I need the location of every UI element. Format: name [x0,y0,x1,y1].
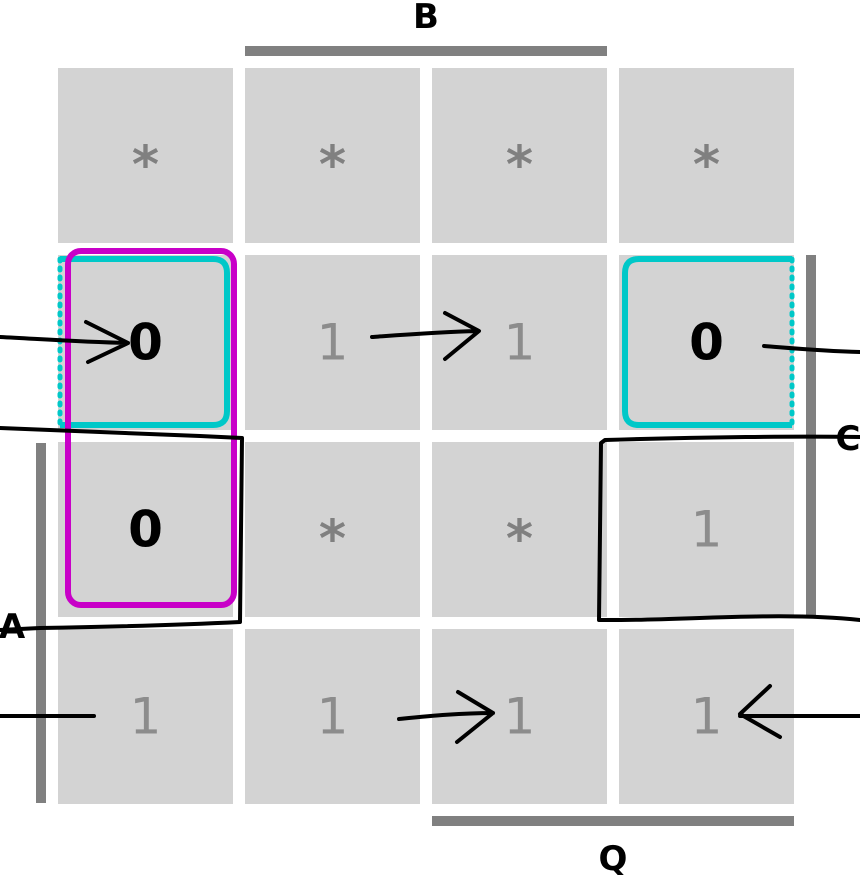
ink-line-row2-right [762,344,860,354]
cell-value: 0 [689,314,724,372]
cell-r4-c2: 1 [245,629,420,804]
cell-value: * [693,136,720,196]
variable-bar-b [245,46,607,56]
cell-background [432,68,607,243]
cell-r3-c4: 1 [619,442,794,617]
cell-value: * [319,510,346,570]
cell-value: 0 [128,314,163,372]
cell-r1-c4: * [619,68,794,243]
cell-r1-c1: * [58,68,233,243]
ink-arrow-row2-left [0,320,130,364]
label-q: Q [599,839,628,879]
cell-value: 1 [691,501,723,559]
group-magenta [65,248,237,608]
cell-value: 1 [317,314,349,372]
cell-value: 0 [128,501,163,559]
cell-r2-c2: 1 [245,255,420,430]
ink-arrow-row4-middle [397,690,495,744]
cell-value: * [506,136,533,196]
cell-r1-c2: * [245,68,420,243]
cell-r4-c4: 1 [619,629,794,804]
cell-background [619,255,794,430]
cell-r2-c4: 0 [619,255,794,430]
cell-value: * [132,136,159,196]
group-cyan-left-part [60,256,230,428]
cell-background [245,442,420,617]
variable-bar-q [432,816,794,826]
cell-r4-c3: 1 [432,629,607,804]
cell-background [58,442,233,617]
cell-background [619,442,794,617]
ink-box-left [0,426,244,632]
cell-value: 1 [504,688,536,746]
cell-r1-c3: * [432,68,607,243]
label-c: C [836,419,860,459]
cell-background [432,442,607,617]
cell-background [432,255,607,430]
hand-drawn-annotations [0,311,860,744]
group-cyan-wrap [57,256,795,428]
cell-background [58,68,233,243]
cell-r3-c2: * [245,442,420,617]
cell-r3-c3: * [432,442,607,617]
cell-background [245,629,420,804]
cell-background [432,629,607,804]
cell-value: * [319,136,346,196]
cell-value: 1 [691,688,723,746]
cell-value: 1 [317,688,349,746]
variable-bar-a [36,443,46,803]
group-cyan-right-part [622,256,792,428]
cell-background [245,255,420,430]
ink-arrow-row2-middle [370,311,481,361]
cell-value: 1 [130,688,162,746]
cell-value: * [506,510,533,570]
cell-r2-c3: 1 [432,255,607,430]
label-b: B [413,0,439,37]
cell-background [619,68,794,243]
cell-r3-c1: 0 [58,442,233,617]
cell-background [245,68,420,243]
ink-arrow-row4-right [738,684,860,739]
ink-box-right [597,434,860,623]
cell-value: 1 [504,314,536,372]
